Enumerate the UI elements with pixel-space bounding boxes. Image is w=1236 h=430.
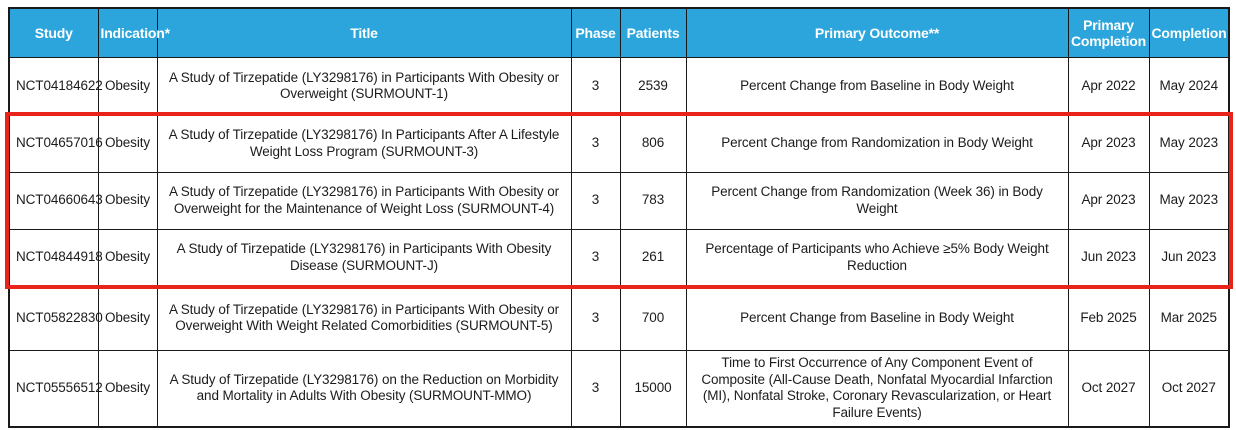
patients-cell: 806 <box>619 114 687 173</box>
table-row: NCT04184622 Obesity A Study of Tirzepatide… <box>8 56 1230 116</box>
primary-outcome-cell: Time to First Occurrence of Any Componen… <box>685 349 1069 428</box>
column-header-primary-completion: Primary Completion <box>1067 7 1150 58</box>
header-row: Study Indication* Title Phase Patients P… <box>8 7 1230 58</box>
completion-cell: May 2024 <box>1148 56 1230 116</box>
column-header-completion: Completion <box>1148 7 1230 58</box>
title-cell: A Study of Tirzepatide (LY3298176) in Pa… <box>156 56 572 116</box>
patients-cell: 261 <box>619 228 687 287</box>
primary-completion-cell: Apr 2023 <box>1067 114 1150 173</box>
indication-cell: Obesity <box>97 171 158 230</box>
patients-cell: 2539 <box>619 56 687 116</box>
primary-outcome-cell: Percent Change from Baseline in Body Wei… <box>685 56 1069 116</box>
study-id-cell: NCT04184622 <box>8 56 103 116</box>
indication-cell: Obesity <box>97 285 158 351</box>
primary-completion-cell: Jun 2023 <box>1067 228 1150 287</box>
patients-cell: 783 <box>619 171 687 230</box>
primary-outcome-cell: Percent Change from Randomization (Week … <box>685 171 1069 230</box>
title-cell: A Study of Tirzepatide (LY3298176) in Pa… <box>156 228 572 287</box>
table-row: NCT04657016 Obesity A Study of Tirzepatide… <box>8 114 1230 173</box>
title-cell: A Study of Tirzepatide (LY3298176) on th… <box>156 349 572 428</box>
phase-cell: 3 <box>570 228 621 287</box>
study-id-cell: NCT04660643 <box>8 171 103 230</box>
completion-cell: May 2023 <box>1148 114 1230 173</box>
primary-completion-cell: Apr 2022 <box>1067 56 1150 116</box>
column-header-study: Study <box>8 7 99 58</box>
primary-outcome-cell: Percentage of Participants who Achieve ≥… <box>685 228 1069 287</box>
column-header-title: Title <box>156 7 572 58</box>
patients-cell: 700 <box>619 285 687 351</box>
study-id-cell: NCT04844918 <box>8 228 103 287</box>
title-cell: A Study of Tirzepatide (LY3298176) in Pa… <box>156 285 572 351</box>
indication-cell: Obesity <box>97 56 158 116</box>
indication-cell: Obesity <box>97 349 158 428</box>
completion-cell: Mar 2025 <box>1148 285 1230 351</box>
phase-cell: 3 <box>570 56 621 116</box>
table-row: NCT04844918 Obesity A Study of Tirzepatide… <box>8 228 1230 287</box>
patients-cell: 15000 <box>619 349 687 428</box>
table-row: NCT04660643 Obesity A Study of Tirzepatide… <box>8 171 1230 230</box>
indication-cell: Obesity <box>97 114 158 173</box>
primary-outcome-cell: Percent Change from Baseline in Body Wei… <box>685 285 1069 351</box>
phase-cell: 3 <box>570 171 621 230</box>
study-id-cell: NCT05822830 <box>8 285 103 351</box>
phase-cell: 3 <box>570 285 621 351</box>
column-header-primary-outcome: Primary Outcome** <box>685 7 1069 58</box>
column-header-patients: Patients <box>619 7 687 58</box>
completion-cell: Oct 2027 <box>1148 349 1230 428</box>
study-id-cell: NCT05556512 <box>8 349 103 428</box>
clinical-trials-table: Study Indication* Title Phase Patients P… <box>8 7 1230 428</box>
completion-cell: Jun 2023 <box>1148 228 1230 287</box>
primary-outcome-cell: Percent Change from Randomization in Bod… <box>685 114 1069 173</box>
primary-completion-cell: Oct 2027 <box>1067 349 1150 428</box>
table-header: Study Indication* Title Phase Patients P… <box>8 7 1230 58</box>
study-id-cell: NCT04657016 <box>8 114 103 173</box>
column-header-indication: Indication* <box>97 7 170 58</box>
completion-cell: May 2023 <box>1148 171 1230 230</box>
table-body: NCT04184622 Obesity A Study of Tirzepatide… <box>8 56 1230 428</box>
indication-cell: Obesity <box>97 228 158 287</box>
phase-cell: 3 <box>570 349 621 428</box>
phase-cell: 3 <box>570 114 621 173</box>
title-cell: A Study of Tirzepatide (LY3298176) In Pa… <box>156 114 572 173</box>
table-row: NCT05556512 Obesity A Study of Tirzepatide… <box>8 349 1230 428</box>
primary-completion-cell: Feb 2025 <box>1067 285 1150 351</box>
table-row: NCT05822830 Obesity A Study of Tirzepatide… <box>8 285 1230 351</box>
primary-completion-cell: Apr 2023 <box>1067 171 1150 230</box>
column-header-phase: Phase <box>570 7 621 58</box>
title-cell: A Study of Tirzepatide (LY3298176) in Pa… <box>156 171 572 230</box>
